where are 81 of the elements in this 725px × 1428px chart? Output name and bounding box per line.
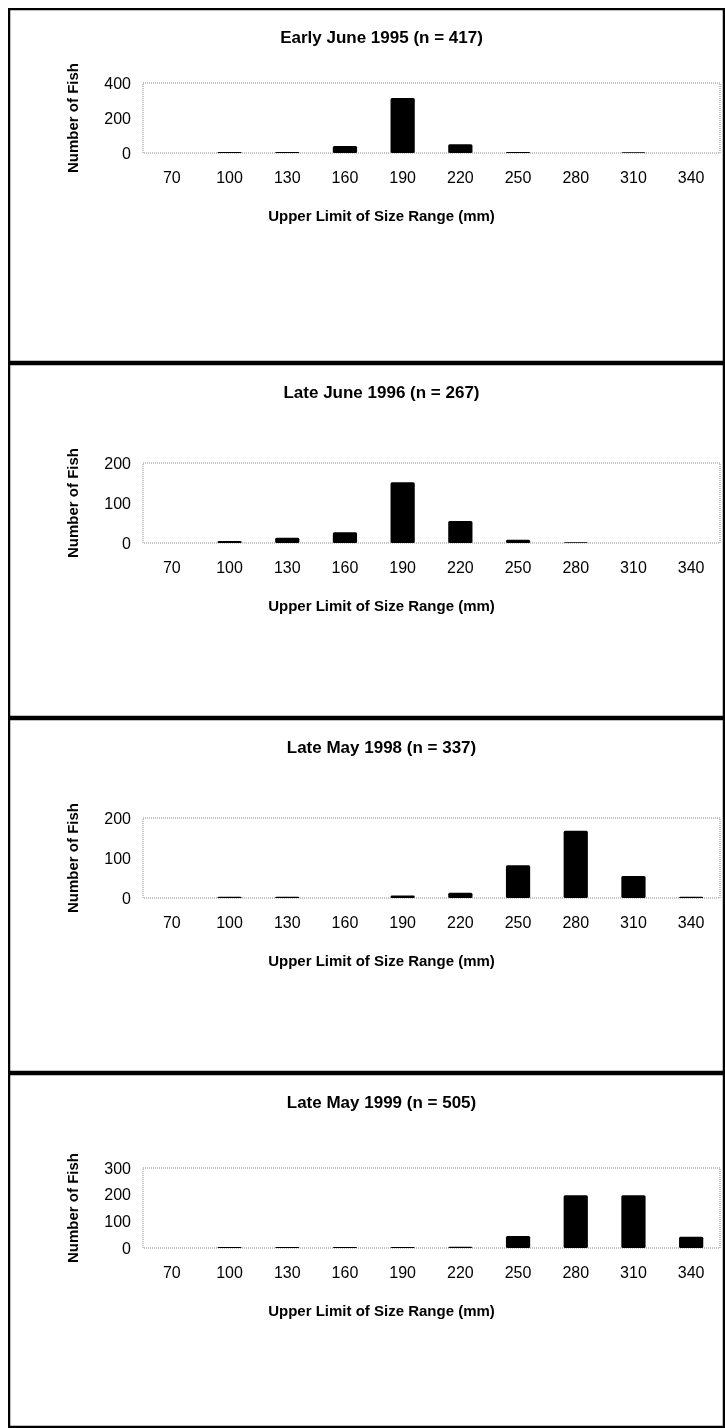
- x-tick-label: 250: [504, 169, 532, 186]
- y-tick-label: 0: [122, 144, 132, 162]
- x-tick-label: 190: [389, 1264, 417, 1281]
- y-tick-label: 200: [104, 1186, 132, 1204]
- x-tick-label: 310: [620, 169, 647, 186]
- x-tick-label: 340: [677, 914, 705, 931]
- x-tick-label: 190: [389, 169, 417, 186]
- bar: [390, 482, 415, 543]
- y-axis-title: Number of Fish: [64, 802, 81, 914]
- x-tick-label: 280: [562, 169, 590, 186]
- x-tick-label: 190: [389, 559, 417, 576]
- y-tick-label: 400: [104, 74, 132, 92]
- x-tick-label: 190: [389, 914, 417, 931]
- bar: [448, 521, 473, 543]
- bar: [390, 97, 415, 153]
- bar: [505, 865, 531, 898]
- bar: [563, 830, 588, 898]
- x-tick-label: 130: [273, 1264, 301, 1281]
- x-tick-label: 130: [273, 169, 301, 186]
- bar: [448, 144, 473, 153]
- bar: [448, 892, 473, 898]
- x-tick-label: 160: [331, 169, 359, 186]
- x-tick-label: 220: [447, 169, 474, 186]
- bar: [275, 537, 300, 543]
- x-tick-label: 70: [162, 914, 181, 931]
- x-tick-label: 70: [162, 559, 181, 576]
- x-tick-label: 220: [447, 914, 474, 931]
- y-tick-label: 100: [104, 494, 132, 512]
- x-tick-label: 220: [447, 559, 474, 576]
- x-tick-label: 130: [273, 914, 301, 931]
- x-tick-label: 100: [216, 914, 243, 931]
- x-tick-label: 250: [504, 559, 532, 576]
- chart-title: Late June 1996 (n = 267): [283, 383, 480, 402]
- y-axis-title: Number of Fish: [64, 62, 81, 174]
- x-axis-title: Upper Limit of Size Range (mm): [268, 207, 495, 224]
- y-tick-label: 100: [104, 1212, 132, 1230]
- y-tick-label: 0: [122, 1239, 132, 1257]
- bar: [505, 539, 531, 543]
- x-tick-label: 70: [162, 1264, 181, 1281]
- x-tick-label: 310: [620, 1264, 647, 1281]
- bar: [505, 1236, 531, 1248]
- x-tick-label: 100: [216, 1264, 243, 1281]
- y-tick-label: 200: [104, 809, 132, 827]
- y-axis-title: Number of Fish: [64, 447, 81, 559]
- x-tick-label: 250: [504, 1264, 532, 1281]
- chart-title: Late May 1999 (n = 505): [286, 1093, 477, 1112]
- x-tick-label: 220: [447, 1264, 474, 1281]
- bar: [332, 532, 358, 543]
- x-tick-label: 130: [273, 559, 301, 576]
- y-tick-label: 200: [104, 109, 132, 127]
- y-tick-label: 100: [104, 849, 132, 867]
- bar: [621, 1195, 646, 1248]
- x-tick-label: 160: [331, 914, 359, 931]
- x-tick-label: 250: [504, 914, 532, 931]
- x-tick-label: 100: [216, 169, 243, 186]
- y-tick-label: 300: [104, 1159, 132, 1177]
- x-tick-label: 280: [562, 559, 590, 576]
- x-tick-label: 310: [620, 914, 647, 931]
- y-axis-title: Number of Fish: [64, 1152, 81, 1264]
- x-tick-label: 160: [331, 559, 359, 576]
- bar: [679, 1236, 704, 1248]
- bar: [563, 1195, 588, 1248]
- x-axis-title: Upper Limit of Size Range (mm): [268, 1302, 495, 1319]
- x-tick-label: 310: [620, 559, 647, 576]
- x-tick-label: 340: [677, 1264, 705, 1281]
- x-axis-title: Upper Limit of Size Range (mm): [268, 952, 495, 969]
- x-tick-label: 280: [562, 914, 590, 931]
- x-tick-label: 340: [677, 169, 705, 186]
- y-tick-label: 0: [122, 889, 132, 907]
- y-tick-label: 0: [122, 534, 132, 552]
- x-tick-label: 280: [562, 1264, 590, 1281]
- x-tick-label: 100: [216, 559, 243, 576]
- y-tick-label: 200: [104, 454, 132, 472]
- chart-title: Late May 1998 (n = 337): [286, 738, 477, 757]
- x-tick-label: 340: [677, 559, 705, 576]
- x-axis-title: Upper Limit of Size Range (mm): [268, 597, 495, 614]
- chart-title: Early June 1995 (n = 417): [280, 28, 483, 47]
- x-tick-label: 70: [162, 169, 181, 186]
- bar: [332, 146, 358, 153]
- bar: [621, 876, 646, 898]
- x-tick-label: 160: [331, 1264, 359, 1281]
